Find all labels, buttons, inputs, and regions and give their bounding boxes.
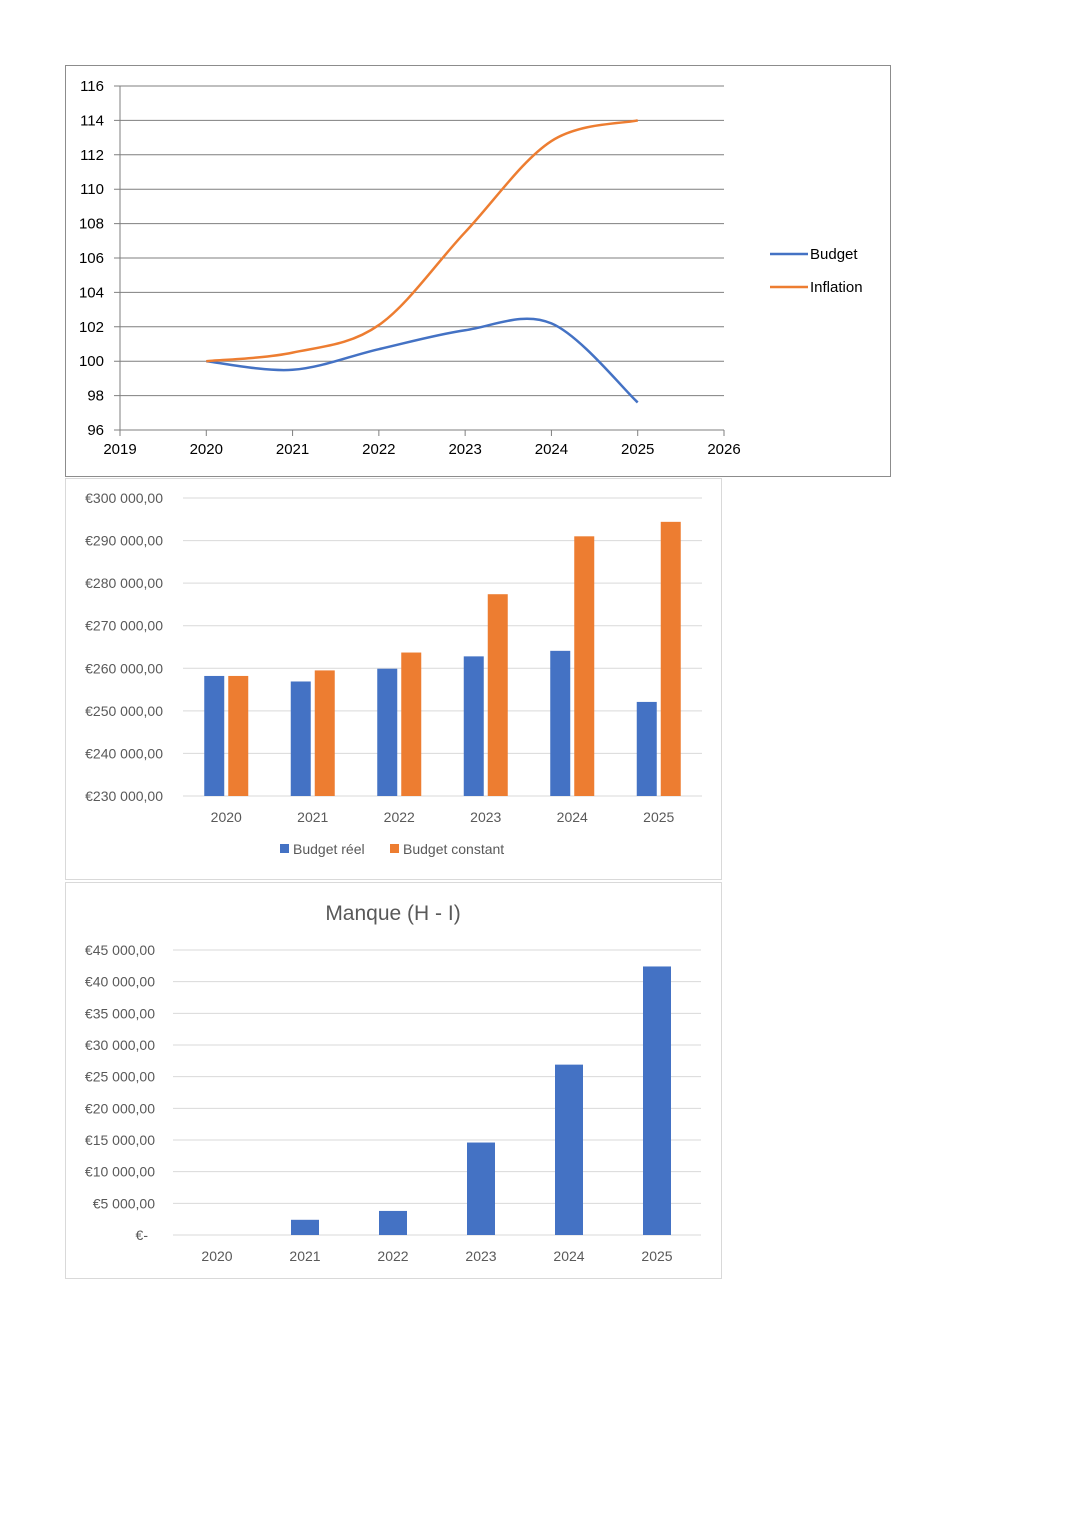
x-tick-label: 2020 bbox=[190, 441, 223, 458]
x-tick-label: 2026 bbox=[707, 441, 740, 458]
bar-budget-reel bbox=[290, 681, 311, 796]
chart-title: Manque (H - I) bbox=[325, 902, 460, 925]
bar-budget-reel bbox=[550, 650, 571, 796]
bar-manque bbox=[291, 1219, 319, 1235]
series-line-inflation bbox=[206, 119, 639, 363]
y-tick-label: €15 000,00 bbox=[85, 1132, 155, 1148]
y-tick-label: €240 000,00 bbox=[85, 745, 163, 761]
x-tick-label: 2022 bbox=[377, 1248, 408, 1264]
y-tick-label: 116 bbox=[80, 78, 104, 95]
series-line-budget bbox=[206, 317, 639, 404]
x-tick-label: 2024 bbox=[557, 809, 588, 825]
bar-budget-constant bbox=[574, 536, 595, 796]
legend-swatch bbox=[390, 844, 399, 853]
y-tick-label: €250 000,00 bbox=[85, 703, 163, 719]
x-tick-label: 2025 bbox=[641, 1248, 672, 1264]
manque-chart-svg: Manque (H - I) €- €5 000,00 €10 000,00 €15 … bbox=[85, 902, 701, 1264]
x-tick-label: 2024 bbox=[553, 1248, 584, 1264]
x-tick-label: 2023 bbox=[448, 441, 481, 458]
y-tick-label: 104 bbox=[79, 284, 104, 301]
bar-manque bbox=[467, 1142, 495, 1235]
y-tick-label: €40 000,00 bbox=[85, 974, 155, 990]
bar-budget-reel bbox=[636, 701, 657, 796]
x-tick-label: 2019 bbox=[103, 441, 136, 458]
legend-label: Budget bbox=[810, 246, 858, 263]
bar-chart-svg: €230 000,00 €240 000,00 €250 000,00 €260 00… bbox=[85, 490, 702, 857]
y-tick-label: 98 bbox=[87, 388, 104, 405]
y-tick-label: €10 000,00 bbox=[85, 1164, 155, 1180]
x-tick-label: 2020 bbox=[201, 1248, 232, 1264]
x-tick-label: 2023 bbox=[470, 809, 501, 825]
bar-budget-reel bbox=[377, 668, 398, 796]
manque-bar-chart: Manque (H - I) €- €5 000,00 €10 000,00 €15 … bbox=[65, 882, 722, 1279]
budget-inflation-line-chart: 96 98 100 102 104 106 108 110 112 114 116 2019 2020 2… bbox=[65, 65, 891, 477]
y-tick-label: 106 bbox=[79, 250, 104, 267]
y-tick-label: 108 bbox=[79, 216, 104, 233]
budget-bar-chart: €230 000,00 €240 000,00 €250 000,00 €260 00… bbox=[65, 478, 722, 880]
bar-manque bbox=[379, 1210, 407, 1235]
x-tick-label: 2024 bbox=[535, 441, 568, 458]
y-tick-label: €45 000,00 bbox=[85, 942, 155, 958]
x-tick-label: 2023 bbox=[465, 1248, 496, 1264]
y-tick-label: €290 000,00 bbox=[85, 533, 163, 549]
y-tick-label: €- bbox=[136, 1227, 149, 1243]
bar-manque bbox=[643, 966, 671, 1235]
x-tick-label: 2021 bbox=[276, 441, 309, 458]
y-tick-label: €230 000,00 bbox=[85, 788, 163, 804]
x-tick-label: 2025 bbox=[643, 809, 674, 825]
x-tick-label: 2022 bbox=[362, 441, 395, 458]
y-tick-label: €280 000,00 bbox=[85, 575, 163, 591]
legend-swatch bbox=[280, 844, 289, 853]
y-tick-label: €35 000,00 bbox=[85, 1005, 155, 1021]
legend-label: Inflation bbox=[810, 279, 863, 296]
x-tick-label: 2021 bbox=[297, 809, 328, 825]
bar-budget-constant bbox=[228, 675, 249, 796]
legend-label: Budget réel bbox=[293, 841, 365, 857]
y-tick-label: 110 bbox=[80, 181, 104, 198]
x-tick-label: 2020 bbox=[211, 809, 242, 825]
y-tick-label: €260 000,00 bbox=[85, 660, 163, 676]
bar-budget-constant bbox=[660, 521, 681, 796]
y-tick-label: €300 000,00 bbox=[85, 490, 163, 506]
x-tick-label: 2021 bbox=[289, 1248, 320, 1264]
x-tick-label: 2025 bbox=[621, 441, 654, 458]
y-tick-label: €20 000,00 bbox=[85, 1100, 155, 1116]
legend-label: Budget constant bbox=[403, 841, 504, 857]
bar-budget-reel bbox=[204, 675, 225, 796]
y-tick-label: 112 bbox=[80, 147, 104, 164]
y-tick-label: €5 000,00 bbox=[93, 1195, 155, 1211]
y-tick-label: 114 bbox=[80, 112, 104, 129]
bar-budget-constant bbox=[314, 670, 335, 796]
bar-budget-constant bbox=[401, 652, 422, 796]
bar-budget-constant bbox=[487, 594, 508, 796]
y-tick-label: 102 bbox=[79, 319, 104, 336]
y-tick-label: 100 bbox=[79, 353, 104, 370]
bar-budget-reel bbox=[463, 656, 484, 796]
y-tick-label: 96 bbox=[87, 422, 104, 439]
line-chart-svg: 96 98 100 102 104 106 108 110 112 114 116 2019 2020 2… bbox=[79, 78, 863, 458]
y-tick-label: €30 000,00 bbox=[85, 1037, 155, 1053]
bar-manque bbox=[555, 1064, 583, 1235]
y-tick-label: €270 000,00 bbox=[85, 618, 163, 634]
x-tick-label: 2022 bbox=[384, 809, 415, 825]
y-tick-label: €25 000,00 bbox=[85, 1069, 155, 1085]
